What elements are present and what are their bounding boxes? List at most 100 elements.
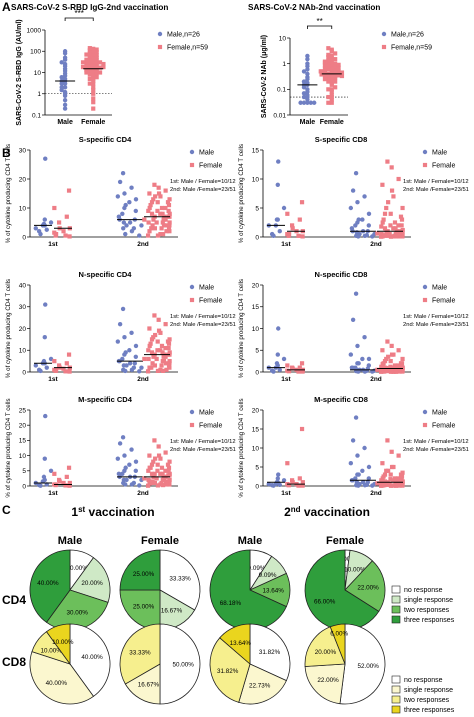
- data-point-female: [155, 233, 161, 238]
- data-point-female: [94, 55, 99, 60]
- data-point-female: [159, 363, 164, 368]
- y-tick-label: 0: [255, 369, 259, 376]
- data-point-female: [165, 200, 171, 205]
- data-point-male: [123, 231, 128, 237]
- data-point-female: [296, 233, 301, 238]
- vaccination-group-title: 1st vaccination: [71, 505, 154, 519]
- data-point-male: [370, 369, 375, 374]
- tcell-chart-5: M-specific CD4 0 5 10 15 20 25 % of cytokine pr…: [5, 395, 236, 498]
- significance-bracket: [307, 25, 333, 29]
- pie-legend-cd8: no response single response two responses t…: [391, 675, 455, 714]
- data-point-female: [151, 335, 156, 340]
- y-axis-label: % of cytokine producing CD4 T cells: [238, 279, 245, 378]
- data-point-female: [149, 462, 155, 467]
- data-point-female: [149, 337, 155, 342]
- data-point-female: [91, 106, 96, 111]
- data-point-male: [366, 356, 372, 362]
- data-point-female: [159, 465, 165, 470]
- data-point-female: [97, 70, 103, 75]
- data-point-female: [399, 223, 404, 228]
- data-point-female: [329, 59, 334, 64]
- data-point-male: [127, 200, 132, 205]
- data-point-female: [388, 223, 393, 228]
- data-point-female: [87, 61, 92, 67]
- legend-marker: [189, 297, 195, 303]
- data-point-female: [84, 60, 89, 65]
- y-tick-label: 1: [37, 91, 41, 98]
- data-point-male: [122, 205, 127, 211]
- data-point-female: [329, 100, 334, 105]
- data-point-female: [155, 368, 161, 374]
- data-point-female: [145, 233, 151, 238]
- data-point-female: [299, 200, 305, 205]
- data-point-female: [322, 70, 328, 75]
- data-point-female: [322, 59, 328, 64]
- legend-label: Male: [432, 150, 447, 157]
- data-point-female: [286, 483, 291, 488]
- data-point-male: [42, 335, 47, 340]
- data-point-female: [160, 211, 165, 216]
- data-point-male: [266, 481, 271, 487]
- data-point-female: [160, 220, 165, 225]
- y-tick-label: 10: [252, 326, 260, 333]
- legend-label: no response: [404, 677, 443, 684]
- data-point-female: [400, 234, 405, 239]
- data-point-female: [391, 234, 396, 239]
- data-point-female: [159, 226, 164, 231]
- data-point-male: [137, 233, 142, 238]
- data-point-male: [117, 179, 123, 185]
- data-point-male: [121, 220, 127, 225]
- y-tick-label: 100: [30, 49, 41, 56]
- data-point-female: [382, 211, 388, 216]
- data-point-male: [44, 365, 49, 370]
- data-point-female: [400, 483, 405, 488]
- data-point-female: [158, 211, 163, 216]
- data-point-female: [101, 64, 106, 70]
- data-point-female: [142, 476, 147, 481]
- legend-marker: [381, 31, 387, 37]
- data-point-female: [163, 205, 168, 211]
- legend-label: Female,n=59: [391, 45, 432, 52]
- data-point-female: [329, 89, 334, 94]
- data-point-female: [149, 226, 154, 231]
- data-point-male: [350, 438, 356, 443]
- pie-slice-label: 50.00%: [173, 661, 195, 668]
- pie-slice-label: 10.00%: [344, 566, 366, 573]
- tcell-chart-4: N-specific CD8 0 5 10 15 20 % of cytokine prod…: [238, 270, 469, 383]
- data-point-male: [353, 415, 359, 420]
- legend-swatch: [391, 595, 401, 604]
- data-point-female: [94, 47, 99, 52]
- data-point-female: [326, 52, 331, 57]
- data-point-female: [63, 483, 68, 488]
- data-point-female: [329, 80, 334, 85]
- data-point-female: [388, 477, 393, 482]
- data-point-male: [121, 226, 126, 231]
- data-point-female: [399, 363, 404, 368]
- data-point-female: [64, 361, 69, 366]
- data-point-female: [165, 462, 171, 467]
- pie-column-label: Male: [238, 535, 262, 547]
- pie-slice-label: 52.00%: [357, 663, 379, 670]
- data-point-female: [87, 76, 92, 81]
- pie-legend-cd4: no response single response two responses t…: [391, 585, 455, 624]
- data-point-female: [329, 56, 334, 61]
- data-point-female: [166, 203, 172, 208]
- data-point-female: [67, 483, 72, 488]
- data-point-female: [91, 46, 96, 51]
- data-point-female: [52, 359, 57, 364]
- data-point-female: [87, 58, 92, 64]
- data-point-female: [333, 61, 338, 66]
- data-point-female: [91, 51, 96, 57]
- data-point-male: [355, 453, 360, 458]
- data-point-female: [147, 365, 152, 370]
- data-point-male: [124, 363, 129, 368]
- legend-label: single response: [404, 687, 453, 694]
- data-point-female: [152, 226, 158, 231]
- data-point-female: [167, 365, 172, 370]
- data-point-female: [385, 438, 390, 443]
- data-point-male: [117, 441, 123, 446]
- legend-swatch: [391, 615, 401, 624]
- significance-bracket: [64, 17, 94, 21]
- data-point-female: [67, 234, 72, 239]
- antibody-chart-1: SARS-CoV-2 S-RBD IgG-2nd vaccination 0.1 1…: [11, 3, 208, 126]
